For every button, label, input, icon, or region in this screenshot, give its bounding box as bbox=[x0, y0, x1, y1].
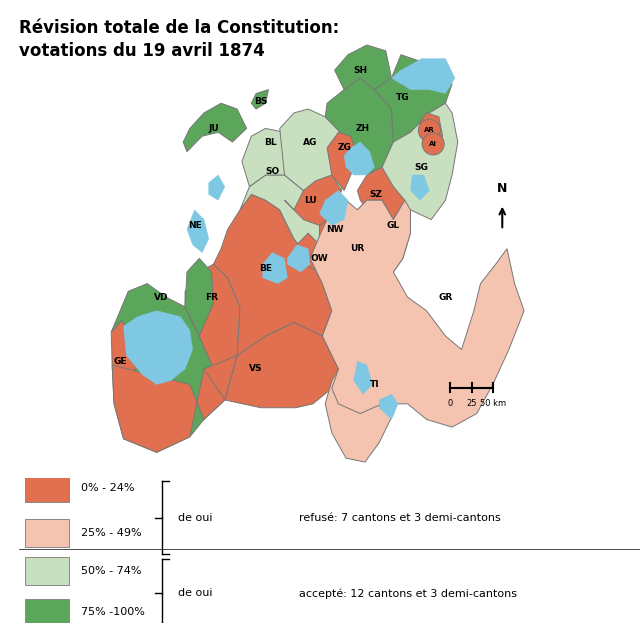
Text: VD: VD bbox=[154, 292, 169, 302]
Polygon shape bbox=[111, 284, 225, 452]
Text: OW: OW bbox=[310, 254, 328, 263]
Text: AG: AG bbox=[303, 138, 317, 147]
Bar bbox=[26, 557, 69, 585]
Text: de oui: de oui bbox=[177, 589, 212, 598]
Polygon shape bbox=[285, 175, 341, 225]
Text: SG: SG bbox=[415, 163, 429, 172]
Polygon shape bbox=[325, 78, 394, 175]
Text: NE: NE bbox=[188, 221, 202, 230]
Polygon shape bbox=[252, 90, 268, 109]
Polygon shape bbox=[242, 128, 294, 187]
Polygon shape bbox=[112, 323, 339, 452]
Polygon shape bbox=[185, 264, 240, 400]
Text: VS: VS bbox=[250, 364, 263, 374]
Polygon shape bbox=[357, 167, 404, 220]
Text: 0: 0 bbox=[447, 399, 453, 408]
Polygon shape bbox=[262, 253, 287, 284]
Text: GE: GE bbox=[114, 357, 127, 365]
Text: JU: JU bbox=[208, 124, 219, 133]
Circle shape bbox=[422, 133, 444, 155]
Polygon shape bbox=[428, 128, 441, 152]
Text: accepté: 12 cantons et 3 demi-cantons: accepté: 12 cantons et 3 demi-cantons bbox=[298, 588, 516, 599]
Polygon shape bbox=[335, 45, 392, 90]
Polygon shape bbox=[183, 103, 246, 152]
Circle shape bbox=[419, 120, 440, 142]
Text: 25% - 49%: 25% - 49% bbox=[81, 528, 142, 538]
Polygon shape bbox=[185, 259, 214, 336]
Text: SZ: SZ bbox=[370, 190, 383, 199]
Bar bbox=[26, 475, 69, 502]
Text: TG: TG bbox=[396, 93, 410, 102]
Text: ZG: ZG bbox=[337, 143, 351, 152]
Text: 50 km: 50 km bbox=[480, 399, 506, 408]
Text: NW: NW bbox=[326, 225, 344, 234]
Text: BS: BS bbox=[254, 97, 268, 106]
Text: AI: AI bbox=[429, 141, 437, 147]
Text: TI: TI bbox=[370, 380, 380, 389]
Text: UR: UR bbox=[350, 244, 365, 253]
Polygon shape bbox=[204, 194, 332, 400]
Polygon shape bbox=[410, 175, 429, 200]
Polygon shape bbox=[111, 320, 136, 381]
Text: SO: SO bbox=[265, 167, 279, 175]
Polygon shape bbox=[240, 175, 325, 259]
Polygon shape bbox=[319, 214, 348, 253]
Text: AR: AR bbox=[424, 127, 435, 133]
Polygon shape bbox=[382, 103, 458, 220]
Bar bbox=[26, 520, 69, 547]
Text: BL: BL bbox=[264, 138, 276, 147]
Text: SH: SH bbox=[353, 66, 367, 75]
Polygon shape bbox=[297, 233, 346, 272]
Polygon shape bbox=[374, 194, 410, 272]
Text: 0% - 24%: 0% - 24% bbox=[81, 483, 135, 493]
Text: BE: BE bbox=[259, 264, 272, 272]
Polygon shape bbox=[209, 175, 225, 200]
Polygon shape bbox=[392, 70, 410, 84]
Polygon shape bbox=[379, 394, 398, 420]
Polygon shape bbox=[310, 200, 524, 427]
Polygon shape bbox=[394, 58, 455, 94]
Polygon shape bbox=[187, 210, 209, 253]
Polygon shape bbox=[287, 245, 310, 272]
Polygon shape bbox=[374, 55, 452, 142]
Bar bbox=[26, 599, 69, 626]
Text: de oui: de oui bbox=[177, 513, 212, 523]
Polygon shape bbox=[327, 132, 357, 191]
Text: N: N bbox=[497, 182, 508, 195]
Polygon shape bbox=[323, 303, 394, 462]
Text: LU: LU bbox=[304, 196, 316, 204]
Text: GL: GL bbox=[387, 221, 400, 230]
Text: 25: 25 bbox=[467, 399, 477, 408]
Polygon shape bbox=[124, 311, 193, 384]
Text: FR: FR bbox=[205, 292, 218, 302]
Polygon shape bbox=[319, 191, 348, 225]
Polygon shape bbox=[420, 113, 443, 148]
Text: 75% -100%: 75% -100% bbox=[81, 608, 145, 618]
Polygon shape bbox=[335, 200, 394, 284]
Text: GR: GR bbox=[438, 292, 452, 302]
Polygon shape bbox=[354, 361, 372, 394]
Text: refusé: 7 cantons et 3 demi-cantons: refusé: 7 cantons et 3 demi-cantons bbox=[298, 513, 500, 523]
Polygon shape bbox=[280, 109, 351, 210]
Polygon shape bbox=[344, 142, 374, 175]
Text: ZH: ZH bbox=[356, 124, 370, 133]
Text: 50% - 74%: 50% - 74% bbox=[81, 566, 142, 576]
Text: Révision totale de la Constitution:
votations du 19 avril 1874: Révision totale de la Constitution: vota… bbox=[19, 19, 339, 60]
